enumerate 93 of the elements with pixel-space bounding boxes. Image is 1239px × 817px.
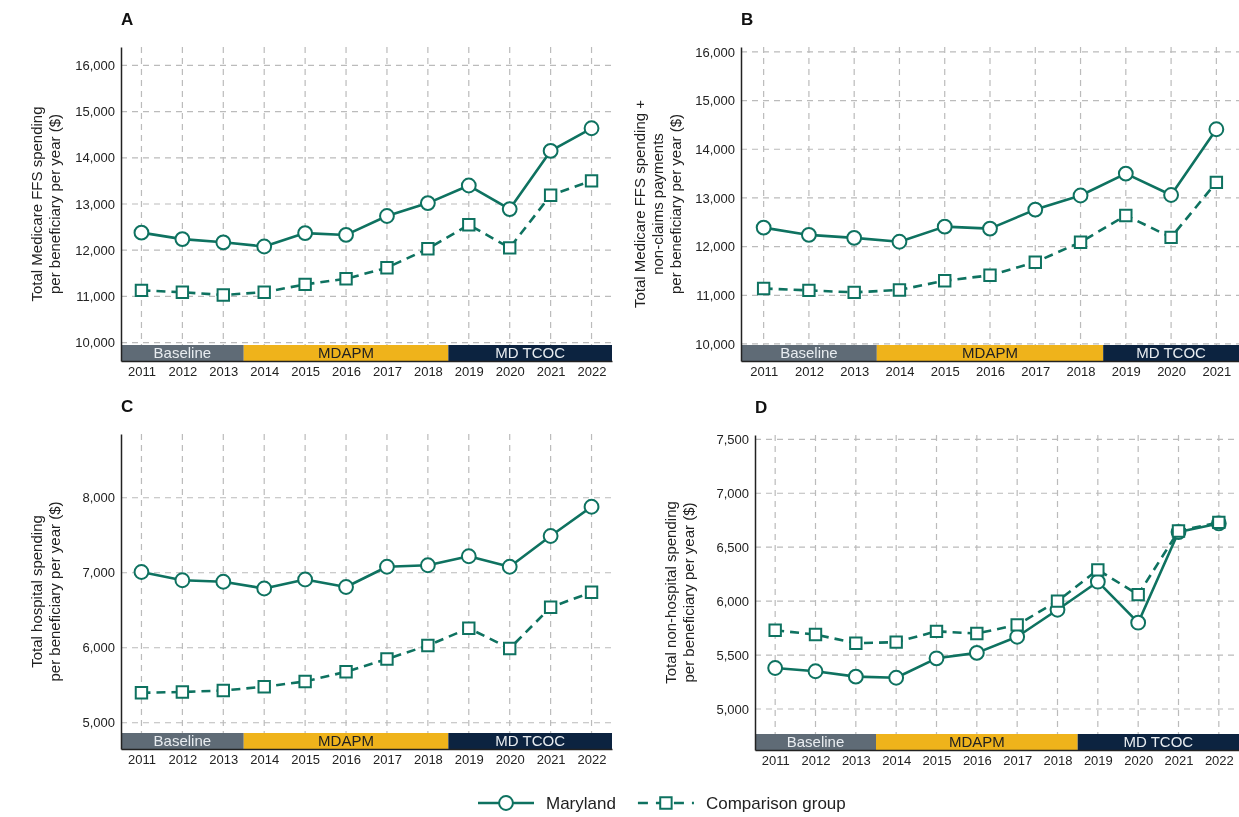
y-axis-title: Total non-hospital spending per beneficiary per year ($) <box>662 501 697 684</box>
x-tick-label: 2014 <box>250 364 280 380</box>
x-tick-label: 2013 <box>209 364 239 380</box>
y-tick-label: 15,000 <box>695 93 735 109</box>
y-tick-label: 13,000 <box>695 190 735 206</box>
x-tick-label: 2019 <box>1083 753 1113 769</box>
x-tick-label: 2012 <box>794 364 824 380</box>
x-tick-label: 2015 <box>291 752 321 768</box>
chart-title: D <box>755 398 768 417</box>
band-label: MDAPM <box>962 344 1018 361</box>
x-tick-label: 2019 <box>1111 364 1141 380</box>
x-tick-label: 2013 <box>841 753 871 769</box>
y-tick-label: 8,000 <box>82 490 115 506</box>
x-tick-label: 2013 <box>840 364 870 380</box>
y-tick-label: 6,500 <box>716 539 749 555</box>
y-axis-title: Total Medicare FFS spending per beneficiary per year ($) <box>28 106 63 302</box>
band-label: Baseline <box>786 733 845 750</box>
y-tick-label: 12,000 <box>695 239 735 255</box>
y-tick-label: 11,000 <box>696 287 735 303</box>
y-tick-label: 5,000 <box>716 701 749 717</box>
x-tick-label: 2018 <box>1066 364 1096 380</box>
x-tick-label: 2018 <box>413 752 443 768</box>
x-tick-label: 2014 <box>882 753 912 769</box>
y-tick-label: 7,000 <box>82 565 115 581</box>
band-label: Baseline <box>153 344 212 361</box>
x-tick-label: 2015 <box>291 364 321 380</box>
x-tick-label: 2020 <box>495 752 525 768</box>
chart-title: A <box>121 10 134 29</box>
y-tick-label: 16,000 <box>75 58 115 74</box>
x-tick-label: 2017 <box>1003 753 1033 769</box>
x-tick-label: 2022 <box>577 364 607 380</box>
x-tick-label: 2017 <box>1021 364 1051 380</box>
y-tick-label: 5,000 <box>82 715 115 731</box>
x-tick-label: 2021 <box>1164 753 1194 769</box>
band-label: Baseline <box>780 344 838 361</box>
band-label: MD TCOC <box>495 344 566 361</box>
y-axis-title: Total Medicare FFS spending + non-claims payments per beneficiary per year ($) <box>631 99 684 309</box>
x-tick-label: 2018 <box>1043 753 1073 769</box>
y-tick-label: 14,000 <box>695 141 735 157</box>
x-tick-label: 2017 <box>373 752 402 768</box>
y-tick-label: 11,000 <box>76 289 115 305</box>
band-label: MD TCOC <box>495 732 566 749</box>
x-tick-label: 2020 <box>1124 753 1154 769</box>
x-tick-label: 2016 <box>962 753 992 769</box>
chart-title: B <box>741 10 754 29</box>
x-tick-label: 2014 <box>885 364 915 380</box>
y-tick-label: 6,000 <box>716 593 749 609</box>
x-tick-label: 2021 <box>536 364 566 380</box>
x-tick-label: 2011 <box>761 753 790 769</box>
x-tick-label: 2011 <box>127 364 156 380</box>
x-tick-label: 2018 <box>413 364 443 380</box>
x-tick-label: 2021 <box>536 752 566 768</box>
legend-label: Maryland <box>546 794 616 813</box>
x-tick-label: 2015 <box>930 364 960 380</box>
x-tick-label: 2016 <box>976 364 1005 380</box>
legend-label: Comparison group <box>705 794 846 813</box>
band-label: Baseline <box>153 732 212 749</box>
band-label: MD TCOC <box>1123 733 1194 750</box>
y-tick-label: 15,000 <box>75 104 115 120</box>
x-tick-label: 2022 <box>577 752 607 768</box>
y-tick-label: 10,000 <box>75 335 115 351</box>
x-tick-label: 2011 <box>127 752 156 768</box>
y-tick-label: 13,000 <box>75 196 115 212</box>
x-tick-label: 2013 <box>209 752 239 768</box>
y-tick-label: 12,000 <box>75 242 115 258</box>
y-tick-label: 7,500 <box>716 431 749 447</box>
y-tick-label: 14,000 <box>75 150 115 166</box>
chart-title: C <box>121 397 134 416</box>
x-tick-label: 2015 <box>922 753 952 769</box>
x-tick-label: 2016 <box>332 752 361 768</box>
y-axis-title: Total hospital spending per beneficiary per year ($) <box>28 501 63 682</box>
x-tick-label: 2020 <box>1157 364 1187 380</box>
x-tick-label: 2012 <box>168 364 198 380</box>
y-tick-label: 10,000 <box>695 336 735 352</box>
x-tick-label: 2017 <box>373 364 402 380</box>
x-tick-label: 2011 <box>750 364 779 380</box>
x-tick-label: 2022 <box>1204 753 1234 769</box>
x-tick-label: 2014 <box>250 752 280 768</box>
y-tick-label: 7,000 <box>716 485 749 501</box>
band-label: MDAPM <box>318 344 374 361</box>
y-tick-label: 6,000 <box>82 640 115 656</box>
x-tick-label: 2012 <box>168 752 198 768</box>
y-tick-label: 5,500 <box>716 647 749 663</box>
band-label: MDAPM <box>318 732 374 749</box>
x-tick-label: 2021 <box>1202 364 1232 380</box>
band-label: MD TCOC <box>1136 344 1207 361</box>
band-label: MDAPM <box>948 733 1005 750</box>
x-tick-label: 2019 <box>454 364 484 380</box>
x-tick-label: 2016 <box>332 364 361 380</box>
y-tick-label: 16,000 <box>695 44 735 60</box>
x-tick-label: 2012 <box>801 753 831 769</box>
x-tick-label: 2020 <box>495 364 525 380</box>
x-tick-label: 2019 <box>454 752 484 768</box>
